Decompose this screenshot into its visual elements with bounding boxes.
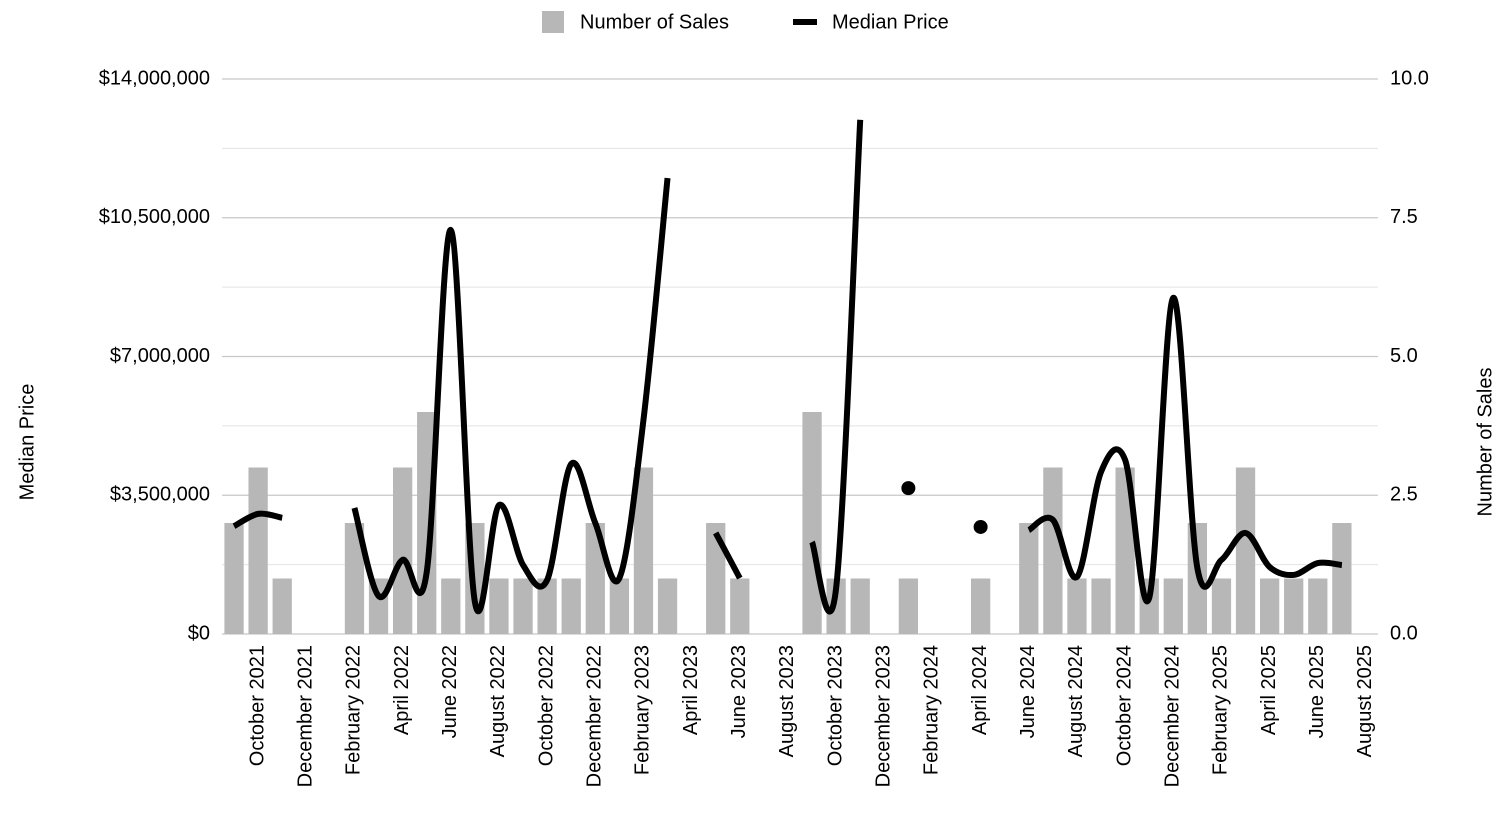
- y-tick-label: $3,500,000: [110, 484, 210, 506]
- y2-tick-label: 5.0: [1390, 345, 1418, 367]
- bar: [1259, 578, 1280, 634]
- y2-tick-label: 0.0: [1390, 622, 1418, 644]
- bar: [826, 578, 846, 634]
- bar: [513, 578, 533, 634]
- x-tick-label: August 2024: [1065, 645, 1087, 757]
- bar: [392, 467, 413, 634]
- x-tick-label: December 2021: [295, 645, 317, 787]
- bar: [1308, 578, 1328, 634]
- x-tick-label: April 2025: [1258, 645, 1280, 735]
- bar: [1091, 578, 1111, 634]
- line: [232, 119, 1343, 615]
- x-tick-label: October 2022: [535, 645, 557, 766]
- y2-tick-label: 7.5: [1390, 206, 1418, 228]
- x-tick-label: December 2023: [873, 645, 895, 787]
- bar: [850, 578, 870, 634]
- bar: [1235, 467, 1256, 634]
- y2-tick-label: 10.0: [1390, 67, 1429, 89]
- bar: [344, 523, 365, 634]
- bar: [609, 578, 630, 634]
- x-tick-label: August 2022: [487, 645, 509, 757]
- y-tick-label: $7,000,000: [110, 345, 210, 367]
- legend-label: Number of Sales: [580, 11, 729, 33]
- x-tick-label: August 2025: [1354, 645, 1376, 757]
- x-tick-label: October 2024: [1113, 645, 1135, 766]
- x-tick-label: June 2025: [1306, 645, 1328, 738]
- x-tick-label: October 2023: [824, 645, 846, 766]
- x-tick-label: June 2023: [728, 645, 750, 738]
- x-tick-label: April 2024: [969, 645, 991, 735]
- bar: [561, 578, 581, 634]
- x-tick-label: December 2024: [1162, 645, 1184, 787]
- x-tick-label: February 2023: [632, 645, 654, 775]
- x-tick-label: August 2023: [776, 645, 798, 757]
- bar: [802, 412, 822, 634]
- y-tick-label: $0: [188, 622, 210, 644]
- bar: [1211, 578, 1232, 634]
- bar: [1067, 578, 1087, 634]
- legend-label: Median Price: [832, 11, 949, 33]
- x-tick-label: June 2024: [1017, 645, 1039, 738]
- x-tick-label: April 2022: [391, 645, 413, 735]
- y-tick-label: $10,500,000: [99, 206, 210, 228]
- bar: [248, 467, 268, 634]
- bar: [1163, 578, 1183, 634]
- x-tick-label: December 2022: [584, 645, 606, 787]
- bar: [633, 467, 654, 634]
- bar: [898, 578, 919, 634]
- x-tick-label: October 2021: [246, 645, 268, 766]
- y2-tick-label: 2.5: [1390, 484, 1418, 506]
- bar: [1043, 467, 1063, 634]
- bar: [970, 578, 991, 634]
- bar: [537, 578, 557, 634]
- bar: [272, 578, 292, 634]
- bar: [441, 578, 461, 634]
- bar: [1332, 523, 1352, 634]
- bar: [489, 578, 509, 634]
- x-tick-label: February 2025: [1210, 645, 1232, 775]
- bar: [730, 578, 750, 634]
- y2-axis-title: Number of Sales: [1474, 368, 1496, 517]
- bar: [224, 523, 244, 634]
- x-tick-label: April 2023: [680, 645, 702, 735]
- point: [901, 481, 916, 496]
- bar: [657, 578, 678, 634]
- point: [973, 519, 988, 534]
- x-tick-label: February 2022: [343, 645, 365, 775]
- bar: [1284, 578, 1304, 634]
- x-tick-label: June 2022: [439, 645, 461, 738]
- x-tick-label: February 2024: [921, 645, 943, 775]
- bar: [585, 523, 605, 634]
- y-tick-label: $14,000,000: [99, 67, 210, 89]
- bar: [1019, 523, 1039, 634]
- y-axis-title: Median Price: [16, 384, 38, 501]
- bar: [706, 523, 726, 634]
- legend-swatch: [542, 11, 564, 33]
